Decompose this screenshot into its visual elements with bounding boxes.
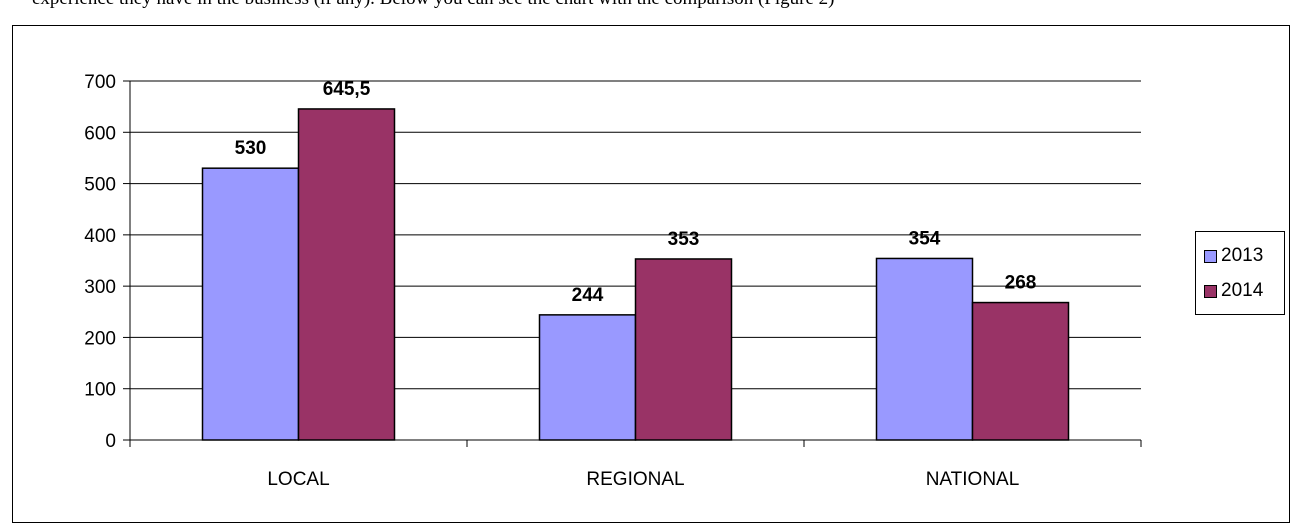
chart-legend: 2013 2014: [1195, 231, 1285, 315]
y-tick-label: 300: [84, 277, 116, 298]
legend-label-2014: 2014: [1221, 280, 1264, 301]
bar-national-2014: [971, 301, 1070, 441]
legend-item-2014: 2014: [1204, 279, 1263, 303]
legend-label-2013: 2013: [1221, 245, 1264, 266]
data-label-national-2013: 354: [909, 228, 941, 249]
bar-regional-2013: [538, 314, 637, 441]
y-tick-label: 200: [84, 328, 116, 349]
x-category-label-national: NATIONAL: [926, 469, 1020, 490]
bar-regional-2014: [634, 258, 733, 441]
y-tick-label: 400: [84, 226, 116, 247]
y-tick-label: 500: [84, 175, 116, 196]
document-text-line: experience they have in the business (if…: [32, 0, 835, 10]
data-label-regional-2014: 353: [668, 229, 700, 250]
document-text-fragment: experience they have in the business (if…: [0, 0, 1293, 10]
bar-local-2014: [297, 108, 396, 441]
legend-swatch-2014: [1204, 284, 1217, 298]
x-category-label-local: LOCAL: [267, 469, 329, 490]
data-label-local-2014: 645,5: [323, 79, 371, 100]
data-label-local-2013: 530: [235, 138, 267, 159]
data-label-national-2014: 268: [1005, 273, 1037, 294]
data-label-regional-2013: 244: [572, 285, 604, 306]
y-tick-label: 100: [84, 380, 116, 401]
x-category-label-regional: REGIONAL: [586, 469, 684, 490]
legend-item-2013: 2013: [1204, 244, 1263, 268]
y-tick-label: 700: [84, 72, 116, 93]
y-tick-label: 0: [105, 431, 116, 452]
legend-swatch-2013: [1204, 249, 1217, 263]
bar-local-2013: [201, 167, 300, 441]
y-tick-label: 600: [84, 123, 116, 144]
bar-national-2013: [875, 257, 974, 441]
